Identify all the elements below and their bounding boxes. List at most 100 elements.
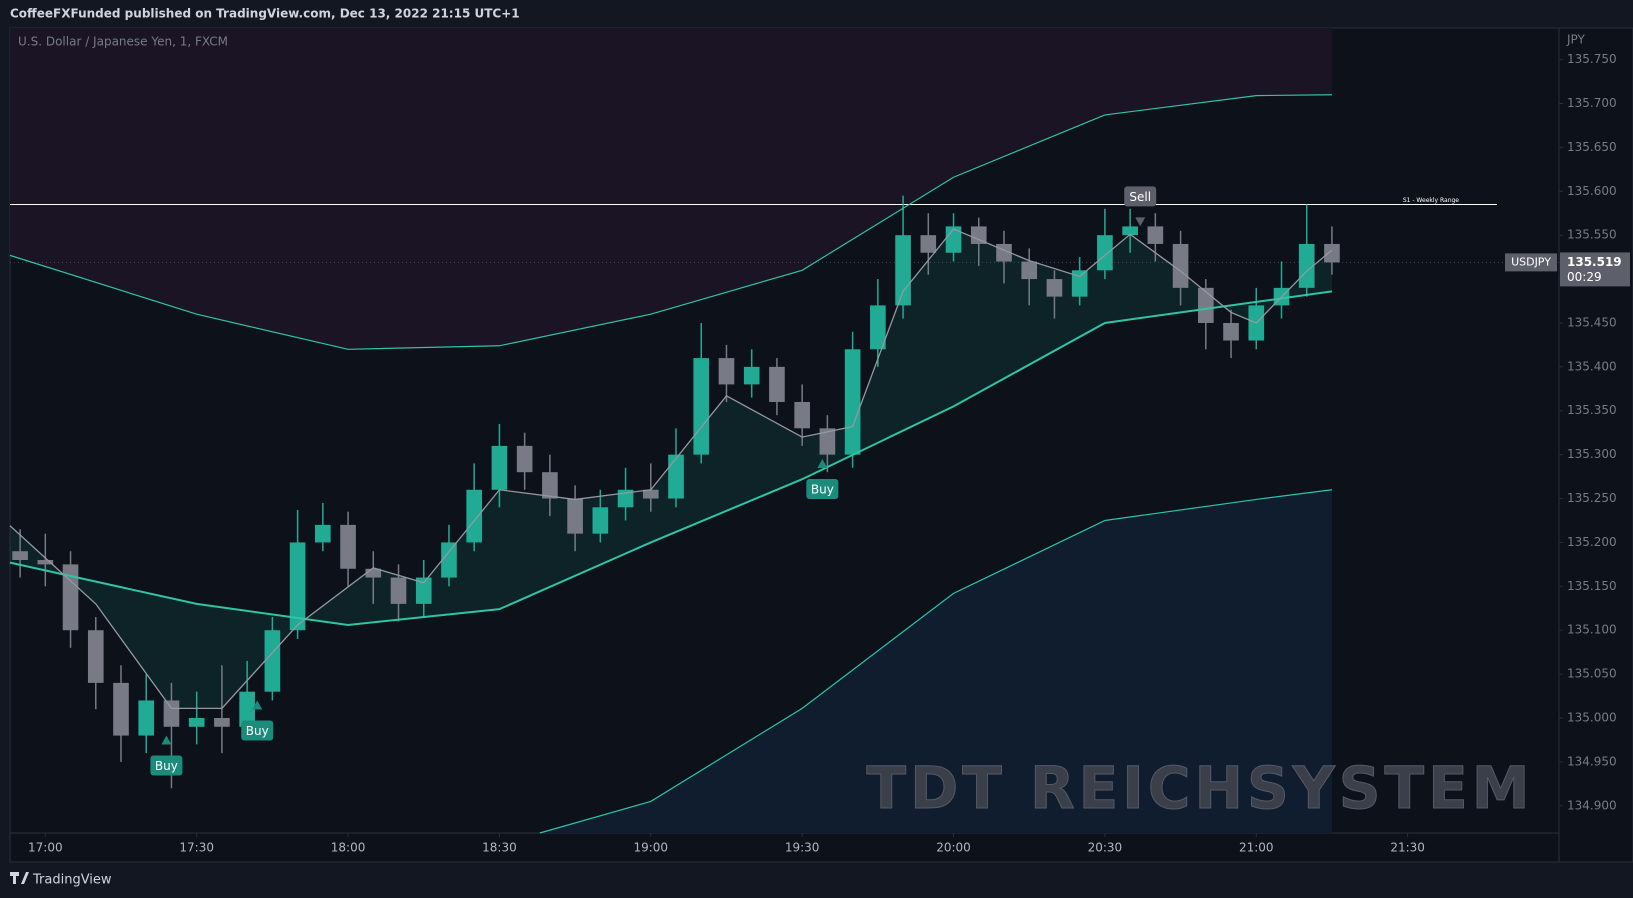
signal-box [241, 720, 274, 741]
candle-body [1122, 226, 1138, 236]
axis-label: JPY [1566, 33, 1586, 47]
candle-body [214, 718, 230, 727]
x-tick-label: 19:00 [633, 841, 668, 855]
footer: TradingView [10, 872, 112, 888]
x-tick-label: 18:00 [331, 841, 366, 855]
band-fill [539, 489, 1332, 833]
candle-body [264, 630, 281, 692]
candle-body [516, 445, 533, 473]
signal-marker [1135, 217, 1146, 227]
price-tag-value: 135.519 [1567, 255, 1622, 269]
candle-body [769, 366, 785, 402]
candle-body [1046, 279, 1063, 297]
signal-marker [252, 700, 263, 710]
candle-body [113, 682, 129, 736]
candle-body [617, 489, 634, 508]
candle-body [390, 577, 407, 604]
y-tick-label: 135.650 [1567, 140, 1617, 154]
candle-body [1147, 226, 1164, 244]
candle-body [693, 358, 710, 455]
y-tick-label: 135.700 [1567, 96, 1617, 110]
x-tick-label: 17:00 [28, 841, 63, 855]
candle-body [895, 235, 911, 306]
y-tick-label: 134.950 [1567, 754, 1617, 768]
candle-body [138, 700, 155, 736]
candle-body [289, 542, 306, 631]
candle-body [970, 226, 987, 244]
candle-body [542, 472, 558, 499]
y-tick-label: 135.000 [1567, 711, 1617, 725]
logo [10, 872, 29, 884]
candle-body [718, 358, 735, 385]
footer-brand[interactable]: TradingView [32, 873, 112, 888]
indicator-line [9, 228, 1333, 709]
candle-body [441, 542, 457, 578]
candle-body [491, 445, 508, 490]
watermark: TDT REICHSYSTEM [867, 754, 1534, 822]
plot: S1 - Weekly Range Buy Buy Buy Sell [9, 28, 1563, 837]
signal-label: Sell [1129, 190, 1151, 204]
candle-body [794, 401, 810, 429]
y-tick-label: 135.100 [1567, 623, 1617, 637]
candle-body [1071, 270, 1088, 297]
candle-body [1097, 235, 1113, 271]
candle-body [1223, 322, 1239, 341]
candle-body [592, 507, 609, 534]
symbol-tag-label: USDJPY [1511, 255, 1551, 268]
candle-body [945, 226, 962, 253]
y-tick-label: 135.750 [1567, 52, 1617, 66]
y-tick-label: 135.350 [1567, 403, 1617, 417]
price-tag [1560, 252, 1630, 287]
x-tick-label: 20:00 [936, 841, 971, 855]
candle-body [340, 524, 356, 569]
y-tick-label: 135.250 [1567, 491, 1617, 505]
candle-body [415, 577, 432, 604]
signal-box [150, 755, 183, 776]
candle-body [920, 235, 937, 253]
x-tick-label: 19:30 [785, 841, 820, 855]
candle-body [567, 498, 583, 534]
signal-marker [161, 735, 172, 745]
candle-body [365, 568, 382, 578]
signal-label: Buy [811, 483, 834, 497]
signal-label: Buy [246, 724, 269, 738]
band-fill [10, 28, 1332, 350]
candle-body [12, 551, 28, 560]
x-tick-label: 17:30 [179, 841, 214, 855]
candle-body [870, 305, 886, 350]
y-tick-label: 135.050 [1567, 667, 1617, 681]
candle-body [1197, 287, 1214, 323]
signal-box [806, 479, 839, 500]
signal-label: Buy [155, 759, 178, 773]
candle-body [239, 691, 255, 727]
x-tick-label: 20:30 [1088, 841, 1123, 855]
candle-body [668, 454, 684, 499]
indicator-line [9, 94, 1332, 350]
indicator-line [9, 290, 1333, 626]
candle-body [844, 349, 861, 455]
candle-body [1021, 261, 1038, 280]
candle-body [87, 630, 104, 683]
x-tick-label: 18:30 [482, 841, 517, 855]
signal-box [1124, 186, 1157, 207]
y-tick-label: 135.300 [1567, 447, 1617, 461]
candle-body [1324, 243, 1340, 263]
indicator-line [539, 489, 1333, 834]
y-tick-label: 135.200 [1567, 535, 1617, 549]
y-tick-label: 135.450 [1567, 315, 1617, 329]
chart-title: U.S. Dollar / Japanese Yen, 1, FXCM [18, 35, 228, 49]
candle-body [315, 524, 331, 543]
y-tick-label: 135.150 [1567, 579, 1617, 593]
candle-body [642, 489, 659, 499]
x-tick-label: 21:30 [1390, 841, 1425, 855]
x-tick-label: 21:00 [1239, 841, 1274, 855]
candle-body [1172, 243, 1189, 288]
level-label: S1 - Weekly Range [1403, 197, 1459, 204]
price-tag-countdown: 00:29 [1567, 270, 1602, 284]
y-tick-label: 135.550 [1567, 228, 1617, 242]
y-tick-label: 134.900 [1567, 798, 1617, 812]
candle-body [62, 564, 79, 631]
candle-body [188, 718, 205, 727]
